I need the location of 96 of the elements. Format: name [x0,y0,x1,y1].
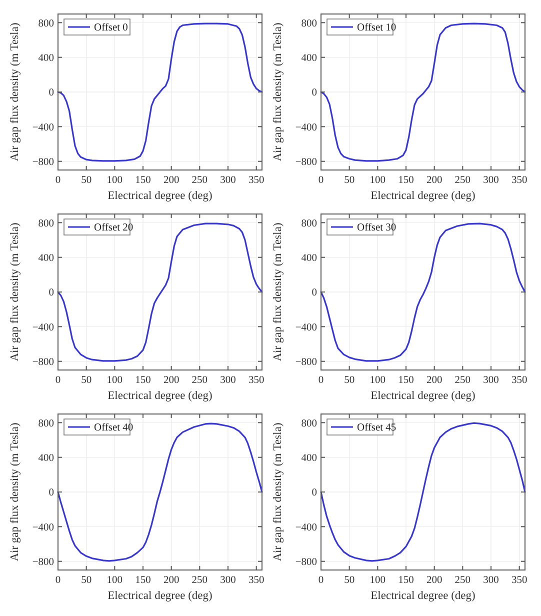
x-tick-label: 250 [192,375,208,386]
y-axis-title: Air gap flux density (m Tesla) [9,422,21,562]
legend-label: Offset 45 [357,422,396,434]
line-series [57,422,263,562]
y-axis-title: Air gap flux density (m Tesla) [9,22,21,162]
x-tick-label: 50 [81,175,92,186]
y-tick-label: −800 [32,357,54,368]
y-tick-label: 800 [38,18,54,30]
x-tick-label: 150 [135,175,151,186]
y-axis-title: Air gap flux density (m Tesla) [9,222,21,362]
x-tick-label: 250 [192,575,208,586]
y-tick-label: 0 [48,488,54,499]
x-axis-title: Electrical degree (deg) [108,190,213,202]
y-tick-label: 400 [301,53,317,64]
y-tick-label: 800 [301,418,317,430]
x-tick-label: 200 [163,175,180,186]
x-tick-label: 250 [192,175,208,186]
y-tick-label: 400 [38,253,54,264]
y-tick-label: −400 [295,322,317,334]
y-tick-label: −400 [32,122,54,134]
x-tick-label: 200 [426,175,442,186]
x-axis-title: Electrical degree (deg) [108,390,213,402]
y-tick-label: −400 [295,122,317,134]
x-tick-label: 300 [220,375,236,386]
x-tick-label: 100 [106,175,123,186]
x-tick-label: 250 [454,575,471,586]
legend-label: Offset 0 [94,22,128,34]
x-tick-label: 50 [344,575,355,586]
x-tick-label: 200 [163,575,180,586]
x-tick-label: 350 [248,375,264,386]
y-tick-label: 800 [301,18,317,30]
x-axis-title: Electrical degree (deg) [370,190,476,202]
x-tick-label: 350 [248,175,264,186]
x-tick-label: 300 [220,175,236,186]
y-tick-label: 400 [301,453,317,464]
x-tick-label: 250 [454,375,471,386]
x-axis-title: Electrical degree (deg) [370,590,476,602]
y-tick-label: 0 [312,488,317,499]
x-tick-label: 350 [511,375,528,386]
x-tick-label: 100 [370,175,386,186]
x-tick-label: 200 [426,375,442,386]
y-tick-label: 400 [38,53,54,64]
legend-label: Offset 30 [357,222,396,234]
y-axis-title: Air gap flux density (m Tesla) [272,22,284,162]
line-series [320,222,526,362]
x-axis-title: Electrical degree (deg) [108,590,213,602]
line-series [320,422,526,562]
y-tick-label: 800 [38,218,54,230]
y-tick-label: 800 [301,218,317,230]
x-tick-label: 300 [483,575,499,586]
line-series [57,22,263,162]
legend-label: Offset 20 [94,222,134,234]
x-tick-label: 150 [398,575,414,586]
x-tick-label: 100 [106,375,123,386]
x-tick-label: 300 [483,175,499,186]
y-tick-label: 0 [312,88,317,99]
y-tick-label: −400 [295,522,317,534]
y-tick-label: −400 [32,522,54,534]
x-tick-label: 100 [370,575,386,586]
x-tick-label: 50 [81,575,92,586]
x-tick-label: 150 [135,575,151,586]
y-tick-label: 0 [48,288,54,299]
x-tick-label: 200 [163,375,180,386]
x-tick-label: 100 [106,575,123,586]
y-tick-label: 0 [312,288,317,299]
x-tick-label: 50 [344,175,355,186]
x-tick-label: 250 [454,175,471,186]
y-tick-label: −800 [32,557,54,568]
y-axis-title: Air gap flux density (m Tesla) [272,222,284,362]
y-axis-title: Air gap flux density (m Tesla) [272,422,284,562]
x-axis-title: Electrical degree (deg) [370,390,476,402]
y-tick-label: −800 [295,157,317,168]
x-tick-label: 150 [135,375,151,386]
x-tick-label: 150 [398,375,414,386]
x-tick-label: 350 [248,575,264,586]
y-tick-label: −800 [295,557,317,568]
x-tick-label: 350 [511,175,528,186]
y-tick-label: 800 [38,418,54,430]
y-tick-label: 400 [301,253,317,264]
x-tick-label: 350 [511,575,528,586]
y-tick-label: 400 [38,453,54,464]
legend-label: Offset 10 [357,22,396,34]
y-tick-label: −400 [32,322,54,334]
line-series [57,222,263,362]
y-tick-label: 0 [48,88,54,99]
x-tick-label: 100 [370,375,386,386]
x-tick-label: 300 [483,375,499,386]
y-tick-label: −800 [32,157,54,168]
x-tick-label: 200 [426,575,442,586]
legend-label: Offset 40 [94,422,134,434]
line-series [320,22,526,162]
x-tick-label: 150 [398,175,414,186]
x-tick-label: 50 [81,375,92,386]
y-tick-label: −800 [295,357,317,368]
x-tick-label: 300 [220,575,236,586]
x-tick-label: 50 [344,375,355,386]
